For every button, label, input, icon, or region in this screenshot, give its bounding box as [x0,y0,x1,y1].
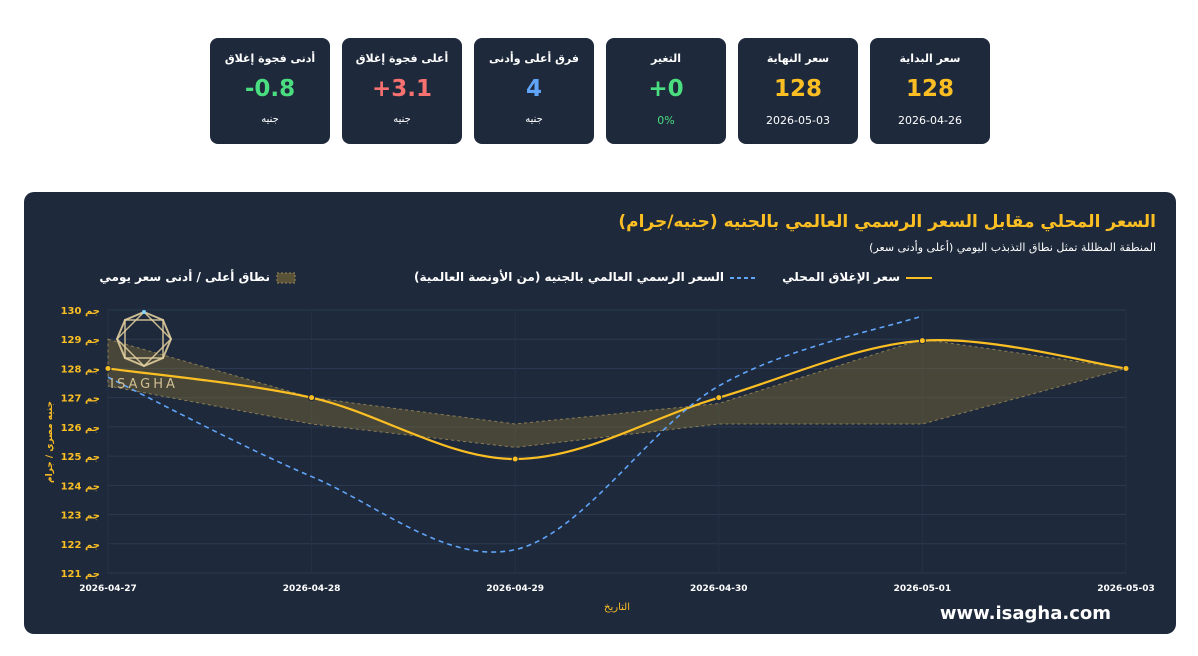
stats-cards: سعر البداية 128 2026-04-26 سعر النهاية 1… [210,38,990,144]
legend-item-global-price[interactable]: السعر الرسمي العالمي بالجنيه (من الأونصة… [414,270,756,284]
solid-line-swatch-icon [906,276,932,279]
chart-grid [107,309,1127,574]
legend-label: السعر الرسمي العالمي بالجنيه (من الأونصة… [414,270,724,284]
stat-sub: 2026-04-26 [898,114,962,127]
x-tick-label: 2026-04-27 [79,584,137,594]
isagha-logo: ISAGHA [110,310,178,392]
site-url[interactable]: www.isagha.com [939,603,1111,624]
band-swatch-icon [276,272,296,283]
legend-label: سعر الإغلاق المحلي [782,270,900,284]
local-close-point [1122,364,1130,372]
y-tick-labels: 121 جم 122 جم 123 جم 124 جم 125 جم 126 جم 127 … [61,306,100,580]
local-close-point [104,364,112,372]
x-tick-label: 2026-05-03 [1097,584,1155,594]
y-tick-label: 128 جم [61,364,100,375]
stat-sub: 0% [657,114,675,127]
stat-value: 4 [525,76,542,102]
legend-item-band[interactable]: نطاق أعلى / أدنى سعر يومي [99,270,296,284]
stat-label: فرق أعلى وأدنى [489,52,579,65]
y-tick-label: 124 جم [61,481,100,492]
y-tick-label: 129 جم [61,335,100,346]
local-close-point [715,394,723,402]
local-close-line [107,339,1127,461]
y-tick-label: 125 جم [61,452,100,463]
logo-text: ISAGHA [110,377,178,392]
price-chart: 121 جم 122 جم 123 جم 124 جم 125 جم 126 جم 127 … [45,306,1155,613]
x-tick-label: 2026-04-30 [690,584,748,594]
chart-legend: سعر الإغلاق المحلي السعر الرسمي العالمي … [24,270,1176,290]
x-tick-label: 2026-04-28 [283,584,341,594]
stat-card-change: التغير 0+ 0% [606,38,726,144]
stat-sub: جنيه [393,114,411,125]
local-close-point [511,455,519,463]
stat-value: 128 [773,76,822,102]
x-tick-labels: 2026-04-27 2026-04-28 2026-04-29 2026-04-30… [79,584,1155,594]
dashed-line-swatch-icon [730,276,756,279]
stat-sub: جنيه [525,114,543,125]
y-tick-label: 122 جم [61,540,100,551]
x-axis-label: التاريخ [604,602,630,613]
y-tick-label: 121 جم [61,569,100,580]
y-tick-label: 127 جم [61,394,100,405]
stat-value: 0+ [648,76,684,102]
stat-value: 128 [905,76,954,102]
chart-subtitle: المنطقة المظللة تمثل نطاق التذبذب اليومي… [869,241,1156,254]
range-band-area [107,338,1127,448]
local-close-point [308,394,316,402]
local-close-point [918,337,926,345]
y-tick-label: 123 جم [61,511,100,522]
y-axis-label: جنيه مصري / جرام [45,401,55,483]
y-tick-label: 126 جم [61,423,100,434]
stat-value: 3.1+ [371,76,433,102]
stat-label: أعلى فجوة إغلاق [355,52,449,65]
y-tick-label: 130 جم [61,306,100,317]
stat-sub: 2026-05-03 [766,114,830,127]
chart-title: السعر المحلي مقابل السعر الرسمي العالمي … [618,212,1156,232]
x-tick-label: 2026-05-01 [894,584,952,594]
chart-panel: السعر المحلي مقابل السعر الرسمي العالمي … [24,192,1176,634]
stat-value: 0.8- [244,76,296,102]
stat-label: سعر النهاية [766,52,830,65]
stat-label: سعر البداية [899,52,961,65]
legend-item-local-close[interactable]: سعر الإغلاق المحلي [782,270,932,284]
range-band [107,338,1127,448]
stat-card-min-gap: أدنى فجوة إغلاق 0.8- جنيه [210,38,330,144]
stat-sub: جنيه [261,114,279,125]
series-lines [107,315,1127,553]
global-price-line [107,315,923,553]
stat-label: أدنى فجوة إغلاق [224,52,316,65]
series-points [104,337,1130,463]
stat-card-start-price: سعر البداية 128 2026-04-26 [870,38,990,144]
stat-label: التغير [651,52,681,65]
stat-card-max-gap: أعلى فجوة إغلاق 3.1+ جنيه [342,38,462,144]
stat-card-range: فرق أعلى وأدنى 4 جنيه [474,38,594,144]
diamond-logo-icon [115,310,173,368]
x-tick-label: 2026-04-29 [486,584,544,594]
legend-label: نطاق أعلى / أدنى سعر يومي [99,270,270,284]
stat-card-end-price: سعر النهاية 128 2026-05-03 [738,38,858,144]
